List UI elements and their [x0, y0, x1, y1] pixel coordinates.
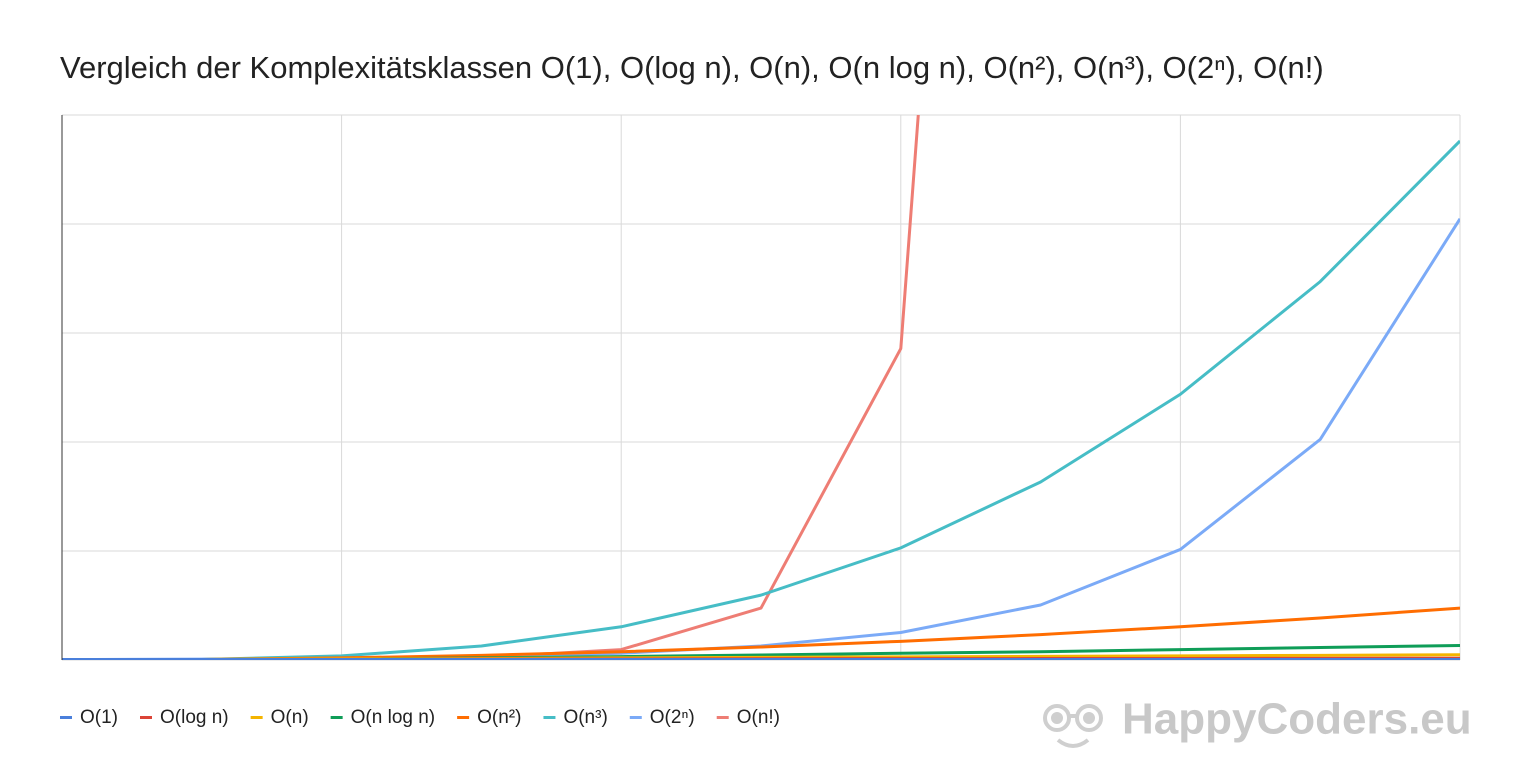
chart-title: Vergleich der Komplexitätsklassen O(1), …	[60, 50, 1324, 85]
legend: O(1) O(log n) O(n) O(n log n) O(n²) O(n³) O(2ⁿ…	[60, 707, 780, 728]
legend-label: O(n!)	[737, 707, 780, 728]
plot-area	[62, 115, 1460, 660]
legend-label: O(n³)	[563, 707, 607, 728]
legend-label: O(log n)	[160, 707, 229, 728]
series-line	[62, 115, 920, 660]
legend-swatch	[60, 716, 72, 719]
watermark: HappyCoders.eu	[1122, 695, 1472, 744]
series-line	[62, 139, 1460, 660]
legend-swatch	[716, 716, 729, 719]
series-line	[62, 606, 1460, 660]
legend-swatch	[330, 716, 343, 719]
legend-swatch	[140, 716, 152, 719]
grid	[62, 114, 1461, 661]
legend-swatch	[629, 716, 642, 719]
legend-swatch	[543, 716, 556, 719]
legend-label: O(2ⁿ)	[650, 707, 695, 728]
legend-label: O(n)	[271, 707, 309, 728]
legend-label: O(1)	[80, 707, 118, 728]
legend-label: O(n log n)	[351, 707, 435, 728]
legend-swatch	[457, 716, 470, 719]
series-line	[62, 218, 1460, 660]
legend-swatch	[250, 716, 263, 719]
legend-label: O(n²)	[477, 707, 521, 728]
watermark-icon	[1043, 704, 1103, 748]
